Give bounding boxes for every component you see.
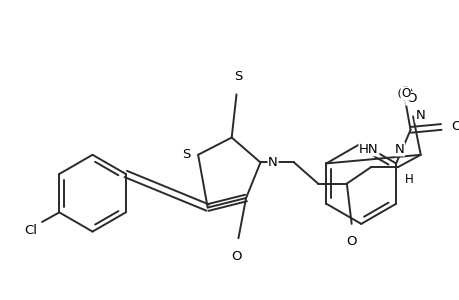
Text: N: N bbox=[268, 156, 277, 169]
Text: S: S bbox=[234, 70, 242, 83]
Text: O: O bbox=[450, 121, 459, 134]
Text: O: O bbox=[405, 92, 415, 105]
Text: N: N bbox=[414, 109, 424, 122]
Text: HN: HN bbox=[358, 143, 378, 156]
Text: O: O bbox=[346, 236, 356, 248]
Text: N: N bbox=[394, 143, 403, 156]
Text: O: O bbox=[231, 250, 241, 263]
Text: O: O bbox=[400, 87, 409, 100]
Text: Cl: Cl bbox=[24, 224, 37, 237]
Text: H: H bbox=[403, 173, 412, 186]
Text: S: S bbox=[182, 148, 190, 161]
